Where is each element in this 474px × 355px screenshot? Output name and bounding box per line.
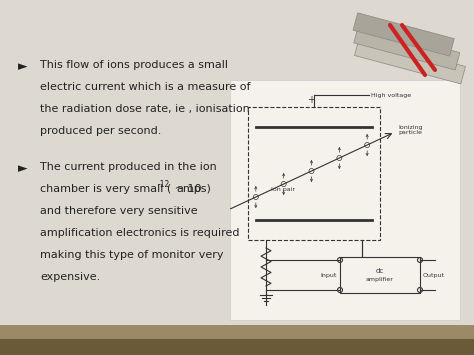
Text: The current produced in the ion: The current produced in the ion xyxy=(40,162,217,172)
Text: ►: ► xyxy=(18,60,27,73)
Text: ►: ► xyxy=(18,162,27,175)
Text: Output: Output xyxy=(423,273,445,278)
FancyBboxPatch shape xyxy=(230,80,460,320)
Bar xyxy=(248,107,380,240)
Text: amplifier: amplifier xyxy=(366,278,394,283)
Text: expensive.: expensive. xyxy=(40,272,100,282)
Text: -12: -12 xyxy=(158,180,170,189)
Bar xyxy=(340,257,420,293)
FancyBboxPatch shape xyxy=(353,13,454,56)
Bar xyxy=(0,339,474,355)
Text: making this type of monitor very: making this type of monitor very xyxy=(40,250,224,260)
Bar xyxy=(0,325,474,339)
Text: Ion pair: Ion pair xyxy=(271,187,295,192)
Text: the radiation dose rate, ie , ionisation: the radiation dose rate, ie , ionisation xyxy=(40,104,250,114)
FancyBboxPatch shape xyxy=(355,38,465,84)
Text: High voltage: High voltage xyxy=(371,93,411,98)
Text: Input: Input xyxy=(320,273,337,278)
Text: This flow of ions produces a small: This flow of ions produces a small xyxy=(40,60,228,70)
Text: Ionizing
particle: Ionizing particle xyxy=(398,125,422,135)
FancyBboxPatch shape xyxy=(354,26,460,70)
Text: electric current which is a measure of: electric current which is a measure of xyxy=(40,82,250,92)
Text: chamber is very small ( ~ 10: chamber is very small ( ~ 10 xyxy=(40,184,201,194)
Text: amps): amps) xyxy=(176,184,211,194)
Text: amplification electronics is required: amplification electronics is required xyxy=(40,228,239,238)
Text: produced per second.: produced per second. xyxy=(40,126,161,136)
Text: +: + xyxy=(307,95,315,105)
Text: dc: dc xyxy=(376,268,384,274)
Text: and therefore very sensitive: and therefore very sensitive xyxy=(40,206,198,216)
